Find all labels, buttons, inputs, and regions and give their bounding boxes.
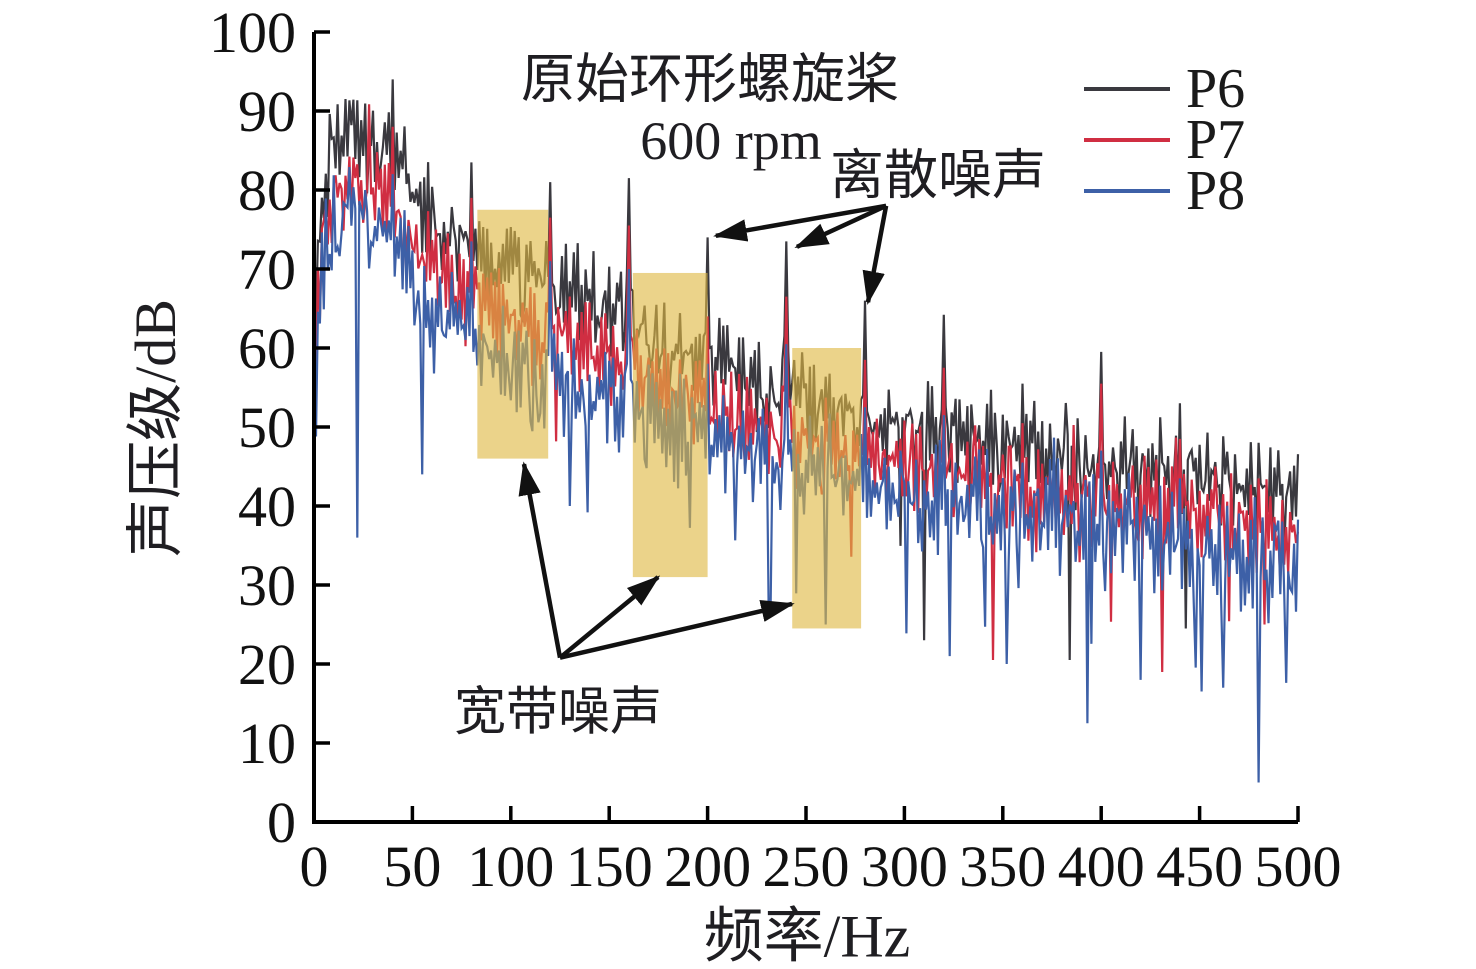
legend-item-p6: P6	[1084, 57, 1246, 120]
y-tick-label: 60	[238, 316, 296, 381]
x-tick-label: 300	[861, 834, 948, 899]
x-tick-label: 200	[664, 834, 751, 899]
broadband-noise-arrow-2	[558, 575, 661, 660]
legend-swatch-p7	[1084, 137, 1170, 142]
legend-item-p8: P8	[1084, 159, 1246, 222]
legend-label-p6: P6	[1186, 57, 1246, 120]
y-tick-label: 70	[238, 237, 296, 302]
y-tick-label: 100	[209, 0, 296, 65]
y-tick-label: 10	[238, 711, 296, 776]
discrete-noise-arrow-3	[862, 205, 889, 305]
x-tick-label: 150	[566, 834, 653, 899]
chart-subtitle: 600 rpm	[640, 111, 822, 171]
y-tick-label: 20	[238, 632, 296, 697]
broadband-highlight-box-2	[632, 272, 708, 578]
legend-swatch-p6	[1084, 86, 1170, 91]
y-axis-label: 声压级/dB	[123, 299, 188, 557]
broadband-highlight-box-3	[792, 348, 862, 629]
broadband-noise-arrow-3	[559, 599, 795, 660]
x-tick-label: 100	[467, 834, 554, 899]
chart-title: 原始环形螺旋桨	[521, 49, 899, 110]
y-tick-label: 80	[238, 158, 296, 223]
annotation-broadband-noise: 宽带噪声	[453, 684, 663, 742]
x-tick-label: 350	[959, 834, 1046, 899]
broadband-noise-arrow-1	[518, 461, 563, 659]
legend-item-p7: P7	[1084, 108, 1246, 171]
x-tick-label: 250	[763, 834, 850, 899]
y-tick-label: 0	[267, 790, 296, 855]
x-tick-label: 50	[383, 834, 441, 899]
discrete-noise-arrow-1	[713, 203, 887, 242]
x-tick-label: 450	[1156, 834, 1243, 899]
legend-swatch-p8	[1084, 188, 1170, 193]
legend-label-p8: P8	[1186, 159, 1246, 222]
legend-label-p7: P7	[1186, 108, 1246, 171]
x-tick-label: 500	[1255, 834, 1342, 899]
y-tick-label: 40	[238, 474, 296, 539]
y-tick-label: 50	[238, 395, 296, 460]
y-tick-label: 90	[238, 79, 296, 144]
annotation-discrete-noise: 离散噪声	[830, 145, 1046, 206]
x-tick-label: 400	[1058, 834, 1145, 899]
x-tick-label: 0	[300, 834, 329, 899]
legend: P6 P7 P8	[1084, 57, 1246, 222]
discrete-noise-arrow-2	[794, 203, 888, 249]
broadband-highlight-box-1	[477, 209, 549, 459]
x-axis-label: 频率/Hz	[703, 903, 911, 969]
y-tick-label: 30	[238, 553, 296, 618]
